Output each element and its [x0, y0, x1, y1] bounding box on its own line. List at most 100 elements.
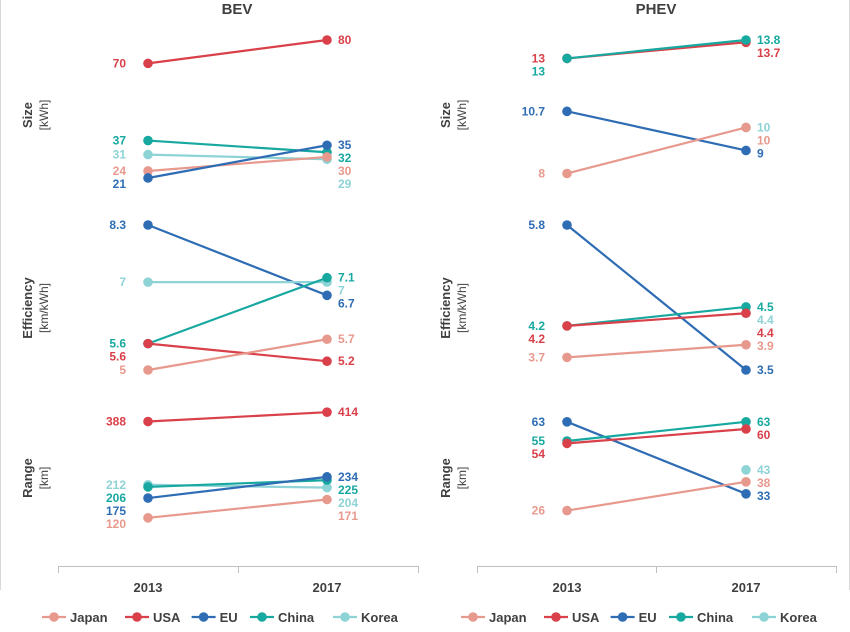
x-tick-label: 2013 — [134, 580, 163, 595]
data-point — [741, 365, 751, 375]
data-label: 32 — [338, 151, 352, 165]
data-label: 13.7 — [757, 46, 781, 60]
series-usa: 54 60 — [532, 424, 771, 461]
data-label: 80 — [338, 33, 352, 47]
unit-label: [km] — [37, 467, 51, 490]
series-line — [147, 144, 328, 180]
data-label: 37 — [113, 134, 127, 148]
data-point — [741, 339, 751, 350]
legend-item-usa: USA — [544, 610, 600, 625]
metric-label: Efficiency — [20, 277, 35, 339]
data-point — [741, 489, 751, 499]
series-line — [566, 420, 747, 443]
data-point — [143, 482, 153, 492]
data-label: 4.5 — [757, 300, 774, 314]
legend-swatch-marker — [468, 612, 478, 622]
data-point — [143, 416, 153, 427]
data-label: 212 — [106, 478, 126, 492]
data-label: 175 — [106, 504, 126, 518]
data-label: 5.6 — [109, 350, 126, 364]
data-label: 26 — [532, 504, 546, 518]
legend: Japan USA EU China Korea — [461, 610, 818, 625]
data-point — [143, 365, 153, 375]
data-point — [562, 438, 572, 449]
metric-label: Range — [20, 458, 35, 498]
data-label: 7 — [338, 284, 345, 298]
data-point — [322, 472, 332, 482]
legend-item-korea: Korea — [333, 610, 399, 625]
data-label: 204 — [338, 496, 358, 510]
data-label: 38 — [757, 476, 771, 490]
legend-item-korea: Korea — [752, 610, 818, 625]
data-point — [143, 58, 153, 69]
data-label: 54 — [532, 447, 546, 461]
data-label: 13.8 — [757, 33, 781, 47]
data-label: 388 — [106, 415, 126, 429]
data-label: 3.9 — [757, 339, 774, 353]
series-china: 55 63 — [532, 415, 771, 448]
data-label: 225 — [338, 483, 358, 497]
metric-group-range: Range [km] 63 33 55 63 54 60 43 26 38 — [438, 415, 771, 518]
series-line — [566, 480, 747, 512]
data-label: 7.1 — [338, 271, 355, 285]
data-label: 5.7 — [338, 332, 355, 346]
data-point — [143, 338, 153, 349]
data-point — [143, 149, 153, 160]
legend-item-eu: EU — [191, 610, 238, 625]
legend-swatch-marker — [676, 612, 686, 622]
data-point — [143, 493, 153, 503]
legend-swatch-marker — [617, 612, 628, 622]
series-line — [147, 498, 328, 519]
legend-swatch-marker — [551, 612, 561, 622]
data-point — [143, 135, 153, 146]
series-eu: 10.79 — [522, 104, 764, 160]
data-point — [322, 494, 332, 505]
legend-label: Japan — [70, 610, 108, 625]
data-point — [562, 352, 572, 363]
legend: Japan USA EU China Korea — [42, 610, 399, 625]
unit-label: [kWh] — [37, 100, 51, 131]
data-label: 10 — [757, 120, 771, 134]
data-point — [143, 513, 153, 523]
data-label: 120 — [106, 517, 126, 531]
data-label: 4.4 — [757, 326, 774, 340]
panel-title: BEV — [222, 1, 253, 18]
data-point — [322, 35, 332, 45]
data-label: 63 — [757, 415, 771, 429]
data-point — [741, 424, 751, 434]
data-point — [741, 308, 751, 319]
metric-label: Range — [438, 458, 453, 498]
data-label: 4.2 — [528, 319, 545, 333]
data-label: 414 — [338, 405, 358, 419]
series-line — [566, 420, 747, 495]
legend-item-eu: EU — [610, 610, 657, 625]
data-label: 70 — [113, 56, 127, 70]
series-line — [566, 343, 747, 359]
data-point — [562, 53, 572, 64]
data-point — [741, 465, 751, 475]
data-label: 10.7 — [522, 104, 546, 118]
data-label: 63 — [532, 415, 546, 429]
data-point — [741, 145, 751, 156]
series-line — [566, 110, 747, 152]
unit-label: [km] — [455, 467, 469, 490]
data-label: 206 — [106, 491, 126, 505]
series-china: 37 32 — [113, 134, 352, 166]
legend-label: China — [697, 610, 734, 625]
panel-bev: BEV 2013 2017 Size [kWh] 70 80 37 32 31 29 24 30 21 35… — [20, 1, 419, 625]
series-usa: 5.6 5.2 — [109, 338, 355, 368]
data-point — [322, 407, 332, 417]
unit-label: [kWh] — [455, 100, 469, 131]
data-point — [322, 482, 332, 493]
data-point — [143, 220, 153, 230]
data-label: 9 — [757, 146, 764, 160]
legend-swatch-marker — [132, 612, 142, 622]
series-line — [566, 126, 747, 175]
data-label: 5.6 — [109, 337, 126, 351]
data-point — [562, 321, 572, 331]
series-line — [147, 475, 328, 500]
